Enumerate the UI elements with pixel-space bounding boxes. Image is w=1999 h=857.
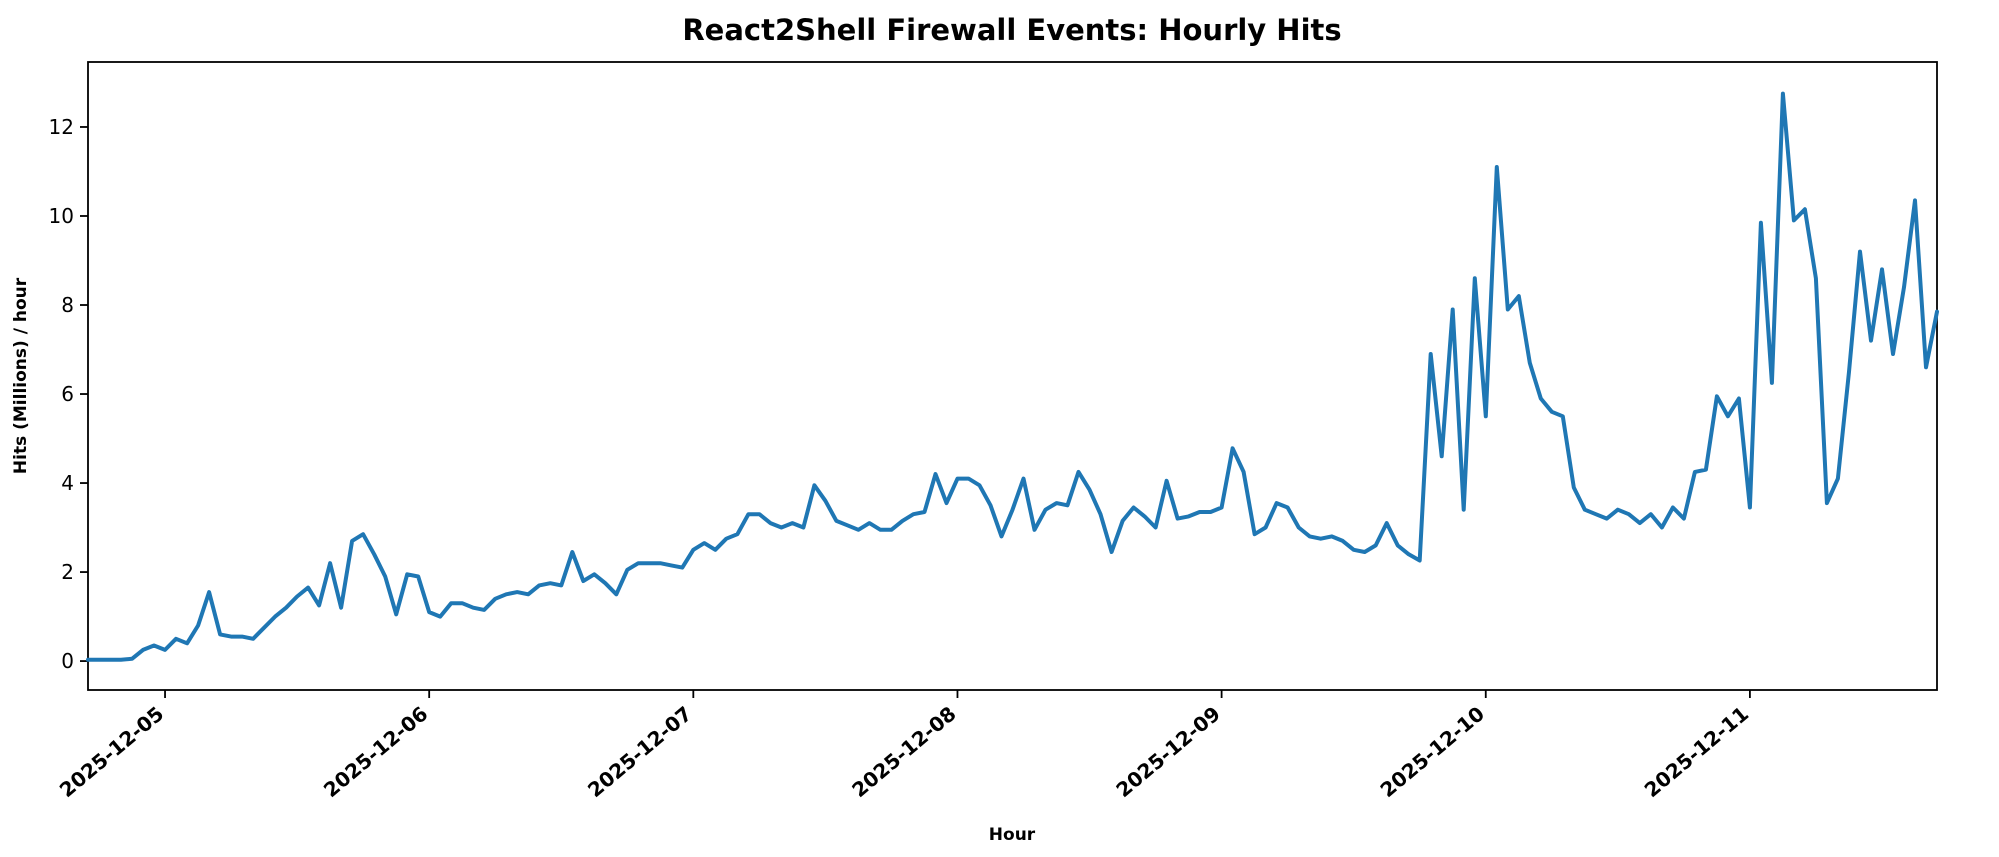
chart-title: React2Shell Firewall Events: Hourly Hits (682, 13, 1341, 47)
x-tick-label: 2025-12-11 (1640, 701, 1753, 802)
x-axis-label: Hour (989, 825, 1036, 845)
y-tick-label: 2 (61, 560, 74, 584)
y-tick-label: 10 (49, 204, 74, 228)
x-tick-label: 2025-12-09 (1111, 701, 1224, 802)
y-tick-label: 4 (61, 471, 74, 495)
x-tick-label: 2025-12-06 (319, 701, 432, 802)
x-tick-label: 2025-12-10 (1376, 701, 1489, 802)
series-line (86, 91, 1939, 662)
y-tick-label: 0 (61, 649, 74, 673)
y-tick-label: 6 (61, 382, 74, 406)
x-axis-ticks: 2025-12-05 2025-12-06 2025-12-07 2025-12-08… (55, 690, 1753, 802)
x-tick-label: 2025-12-07 (583, 701, 696, 802)
plot-border (87, 61, 1938, 691)
y-axis-label: Hits (Millions) / hour (11, 277, 31, 474)
y-tick-label: 8 (61, 293, 74, 317)
x-tick-label: 2025-12-08 (847, 701, 960, 802)
y-axis-ticks: 0 2 4 6 8 10 12 (49, 115, 88, 673)
y-tick-label: 12 (49, 115, 74, 139)
x-tick-label: 2025-12-05 (55, 701, 168, 802)
